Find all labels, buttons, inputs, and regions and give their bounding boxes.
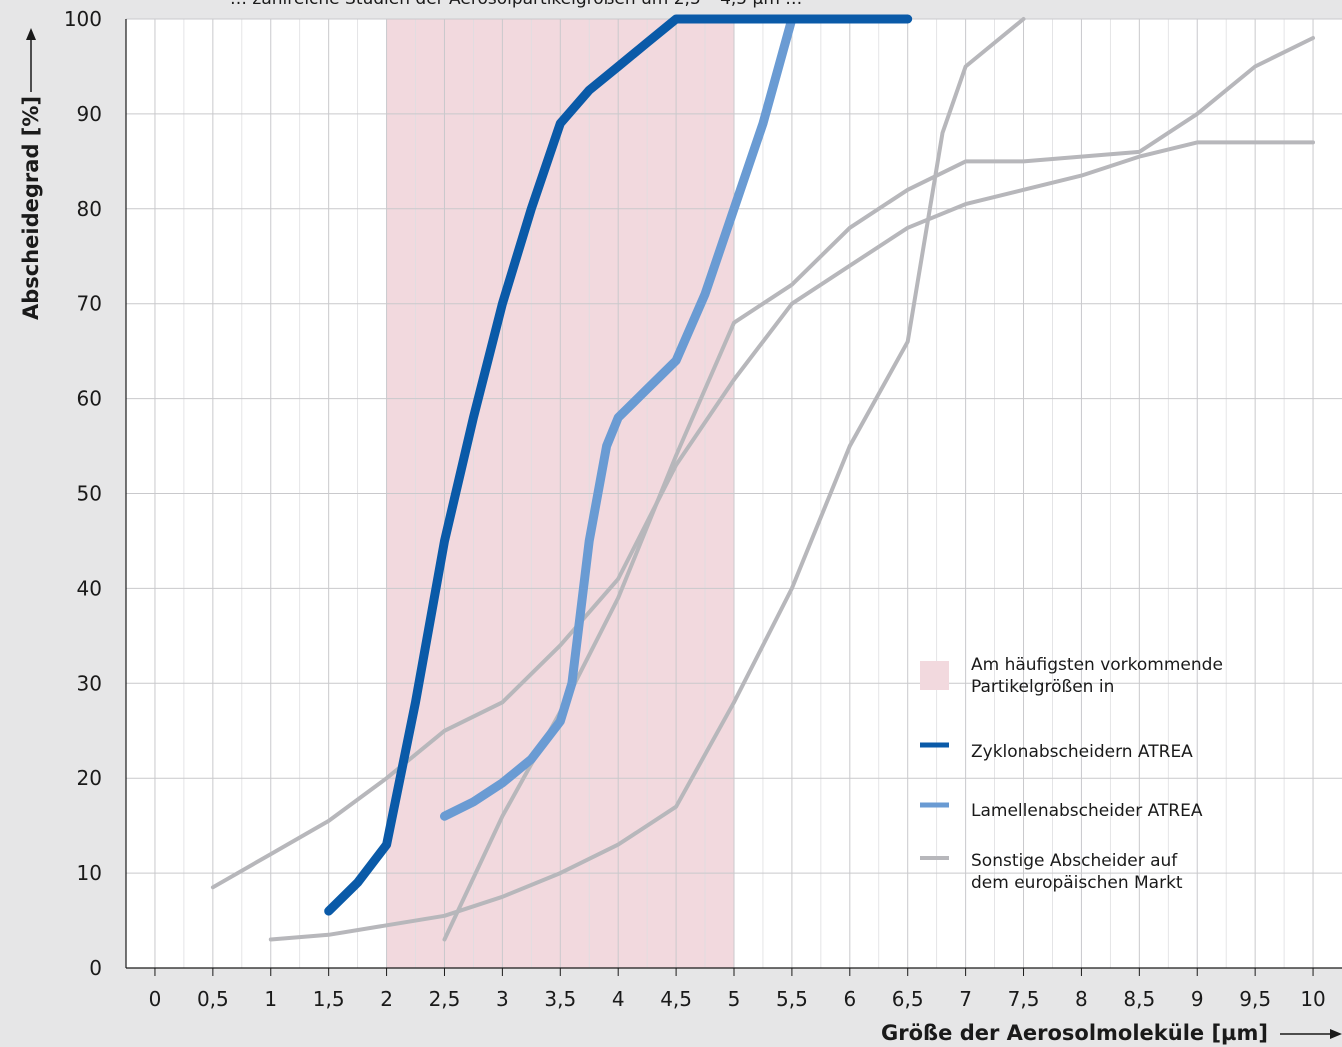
- legend-label-series-2: dem europäischen Markt: [971, 873, 1183, 893]
- y-tick-label: 30: [77, 671, 102, 695]
- legend-label-band: Partikelgrößen in: [971, 677, 1114, 697]
- y-tick-label: 60: [77, 387, 102, 411]
- x-tick-label: 6: [843, 987, 856, 1011]
- y-tick-label: 100: [64, 7, 102, 31]
- x-axis-title: Größe der Aerosolmoleküle [µm]: [881, 1021, 1268, 1045]
- series-line-3: [268, 17, 1026, 942]
- legend-label-series-2: Sonstige Abscheider auf: [971, 851, 1178, 871]
- axes: 0 0,5 1 1,5 2 2,5 3 3,5 4 4,5 5 5,5 6 6,5 7 7,5 8 8,5 9 9,5…: [64, 7, 1342, 1011]
- series-line-1: [440, 14, 797, 821]
- series-line-0: [324, 14, 913, 916]
- x-tick-label: 7: [959, 987, 972, 1011]
- x-tick-label: 9: [1191, 987, 1204, 1011]
- x-tick-label: 5: [728, 987, 741, 1011]
- x-tick-label: 9,5: [1239, 987, 1271, 1011]
- x-tick-label: 1,5: [313, 987, 345, 1011]
- x-tick-label: 0: [149, 987, 162, 1011]
- series-line-4: [442, 36, 1315, 942]
- x-axis-arrow: [1280, 1029, 1342, 1039]
- y-axis-title: Abscheidegrad [%]: [19, 96, 43, 320]
- x-tick-label: 10: [1300, 987, 1325, 1011]
- x-tick-label: 4: [612, 987, 625, 1011]
- legend-label-series-0: Zyklonabscheidern ATREA: [971, 742, 1193, 762]
- x-tick-label: 3,5: [544, 987, 576, 1011]
- series-line-2: [210, 140, 1315, 890]
- x-tick-label: 8: [1075, 987, 1088, 1011]
- x-tick-label: 1: [264, 987, 277, 1011]
- x-tick-label: 7,5: [1008, 987, 1040, 1011]
- series-layer: [210, 14, 1315, 942]
- top-caption: … zahlreiche Studien der Aerosolpartikel…: [230, 0, 802, 9]
- legend-swatch-band: [920, 661, 949, 690]
- x-tick-label: 3: [496, 987, 509, 1011]
- x-tick-label: 8,5: [1123, 987, 1155, 1011]
- y-tick-label: 20: [77, 766, 102, 790]
- x-tick-label: 5,5: [776, 987, 808, 1011]
- x-tick-label: 2: [380, 987, 393, 1011]
- y-tick-label: 0: [89, 956, 102, 980]
- y-tick-label: 70: [77, 292, 102, 316]
- x-tick-label: 2,5: [429, 987, 461, 1011]
- x-tick-label: 0,5: [197, 987, 229, 1011]
- y-tick-label: 80: [77, 197, 102, 221]
- y-tick-label: 40: [77, 576, 102, 600]
- y-axis-arrow: [26, 28, 36, 92]
- y-tick-label: 90: [77, 102, 102, 126]
- legend-label-band: Am häufigsten vorkommende: [971, 655, 1223, 675]
- x-tick-label: 4,5: [660, 987, 692, 1011]
- grid: [126, 18, 1342, 968]
- y-tick-label: 50: [77, 482, 102, 506]
- y-tick-label: 10: [77, 861, 102, 885]
- legend-label-series-1: Lamellenabscheider ATREA: [971, 801, 1203, 821]
- x-tick-label: 6,5: [892, 987, 924, 1011]
- legend: Am häufigsten vorkommendePartikelgrößen …: [920, 655, 1223, 893]
